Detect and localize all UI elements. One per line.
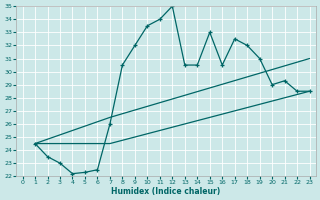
X-axis label: Humidex (Indice chaleur): Humidex (Indice chaleur)	[111, 187, 221, 196]
